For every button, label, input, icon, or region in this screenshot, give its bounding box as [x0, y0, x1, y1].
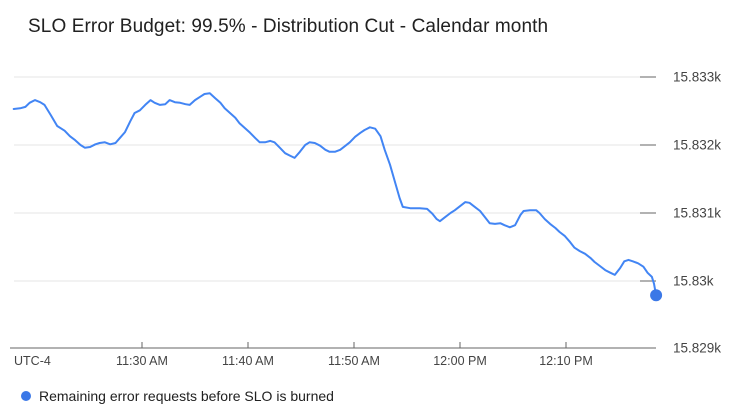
y-axis-label: 15.833k	[673, 70, 721, 85]
x-axis-label: 11:50 AM	[328, 354, 380, 368]
chart-legend: Remaining error requests before SLO is b…	[21, 388, 334, 404]
timezone-label: UTC-4	[14, 354, 51, 368]
series-end-dot	[650, 289, 663, 302]
x-axis-label: 11:40 AM	[222, 354, 274, 368]
x-axis-label: 12:00 PM	[433, 354, 487, 368]
x-axis-label: 12:10 PM	[539, 354, 593, 368]
chart-title: SLO Error Budget: 99.5% - Distribution C…	[28, 16, 549, 37]
legend-label: Remaining error requests before SLO is b…	[39, 388, 334, 404]
y-axis-label: 15.832k	[673, 138, 721, 153]
y-axis-label: 15.83k	[673, 274, 714, 289]
x-axis-label: 11:30 AM	[116, 354, 168, 368]
series-line	[12, 92, 658, 297]
y-axis-label: 15.829k	[673, 341, 721, 356]
legend-marker-icon	[21, 391, 31, 401]
y-axis-label: 15.831k	[673, 206, 721, 221]
